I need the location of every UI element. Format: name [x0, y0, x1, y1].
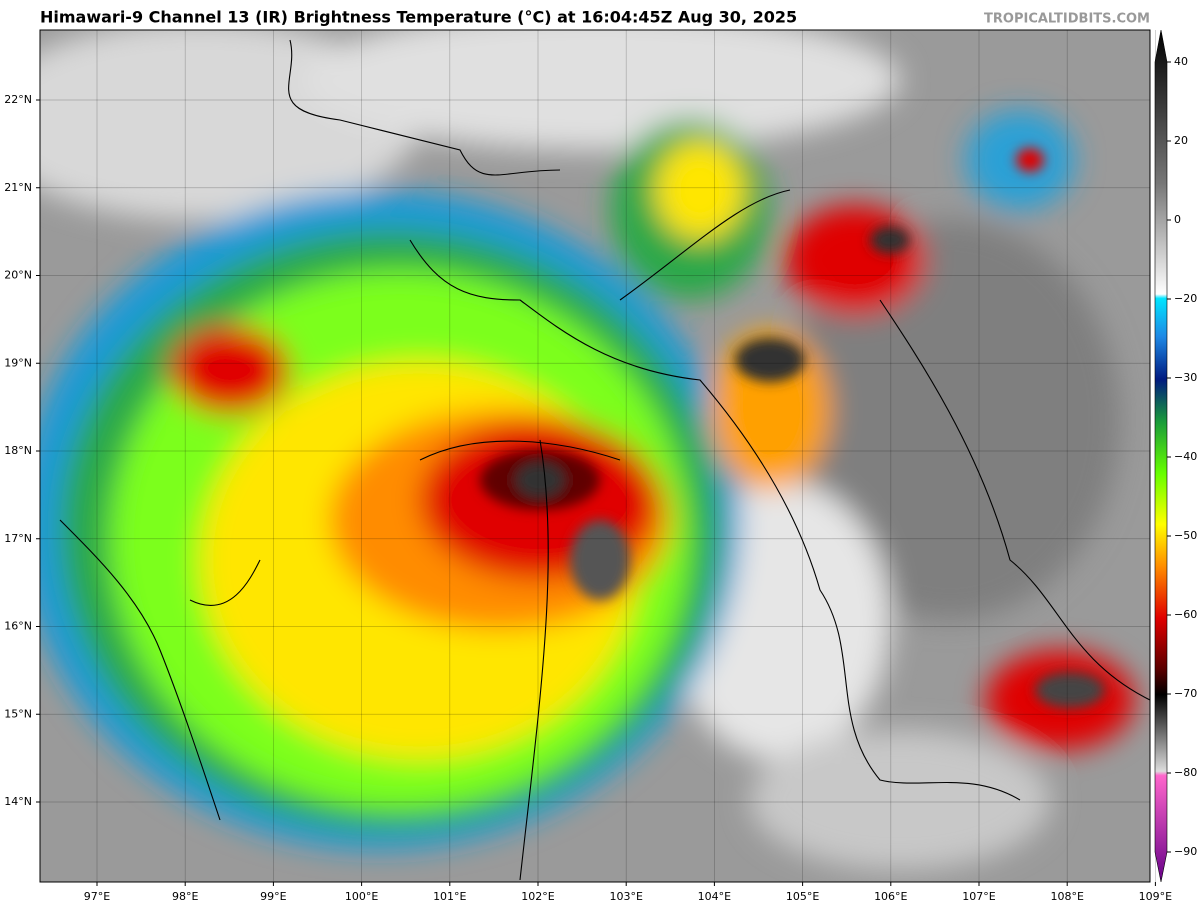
- colorbar-label: −70: [1174, 687, 1197, 700]
- lon-label: 98°E: [172, 890, 198, 903]
- colorbar-label: −50: [1174, 529, 1197, 542]
- lat-label: 16°N: [4, 620, 32, 633]
- title: Himawari-9 Channel 13 (IR) Brightness Te…: [40, 8, 797, 27]
- lat-label: 15°N: [4, 707, 32, 720]
- lat-label: 22°N: [4, 93, 32, 106]
- colorbar-label: −90: [1174, 845, 1197, 858]
- lat-label: 19°N: [4, 356, 32, 369]
- lon-label: 100°E: [345, 890, 378, 903]
- lon-label: 105°E: [786, 890, 819, 903]
- lon-label: 106°E: [874, 890, 907, 903]
- labels: 97°E 98°E 99°E 100°E 101°E 102°E 103°E 104°E 105…: [4, 55, 1197, 903]
- lon-label: 109°E: [1139, 890, 1172, 903]
- colorbar-label: −20: [1174, 292, 1197, 305]
- colorbar-label: 20: [1174, 134, 1188, 147]
- colorbar-label: −40: [1174, 450, 1197, 463]
- lon-label: 108°E: [1050, 890, 1083, 903]
- colorbar-label: −60: [1174, 608, 1197, 621]
- colorbar-label: 0: [1174, 213, 1181, 226]
- watermark: TROPICALTIDBITS.COM: [984, 12, 1150, 27]
- lon-label: 99°E: [260, 890, 286, 903]
- colorbar-label: −30: [1174, 371, 1197, 384]
- lon-label: 104°E: [698, 890, 731, 903]
- lat-label: 21°N: [4, 181, 32, 194]
- colorbar-label: 40: [1174, 55, 1188, 68]
- colorbar-label: −80: [1174, 766, 1197, 779]
- lat-label: 18°N: [4, 444, 32, 457]
- satellite-image: [40, 30, 1150, 882]
- lon-label: 101°E: [433, 890, 466, 903]
- lat-label: 17°N: [4, 532, 32, 545]
- lat-label: 14°N: [4, 795, 32, 808]
- lon-label: 107°E: [962, 890, 995, 903]
- colorbar: [1154, 29, 1168, 883]
- lon-label: 103°E: [609, 890, 642, 903]
- map-frame: [39, 29, 1151, 883]
- lon-label: 97°E: [84, 890, 110, 903]
- lon-label: 102°E: [521, 890, 554, 903]
- lat-label: 20°N: [4, 269, 32, 282]
